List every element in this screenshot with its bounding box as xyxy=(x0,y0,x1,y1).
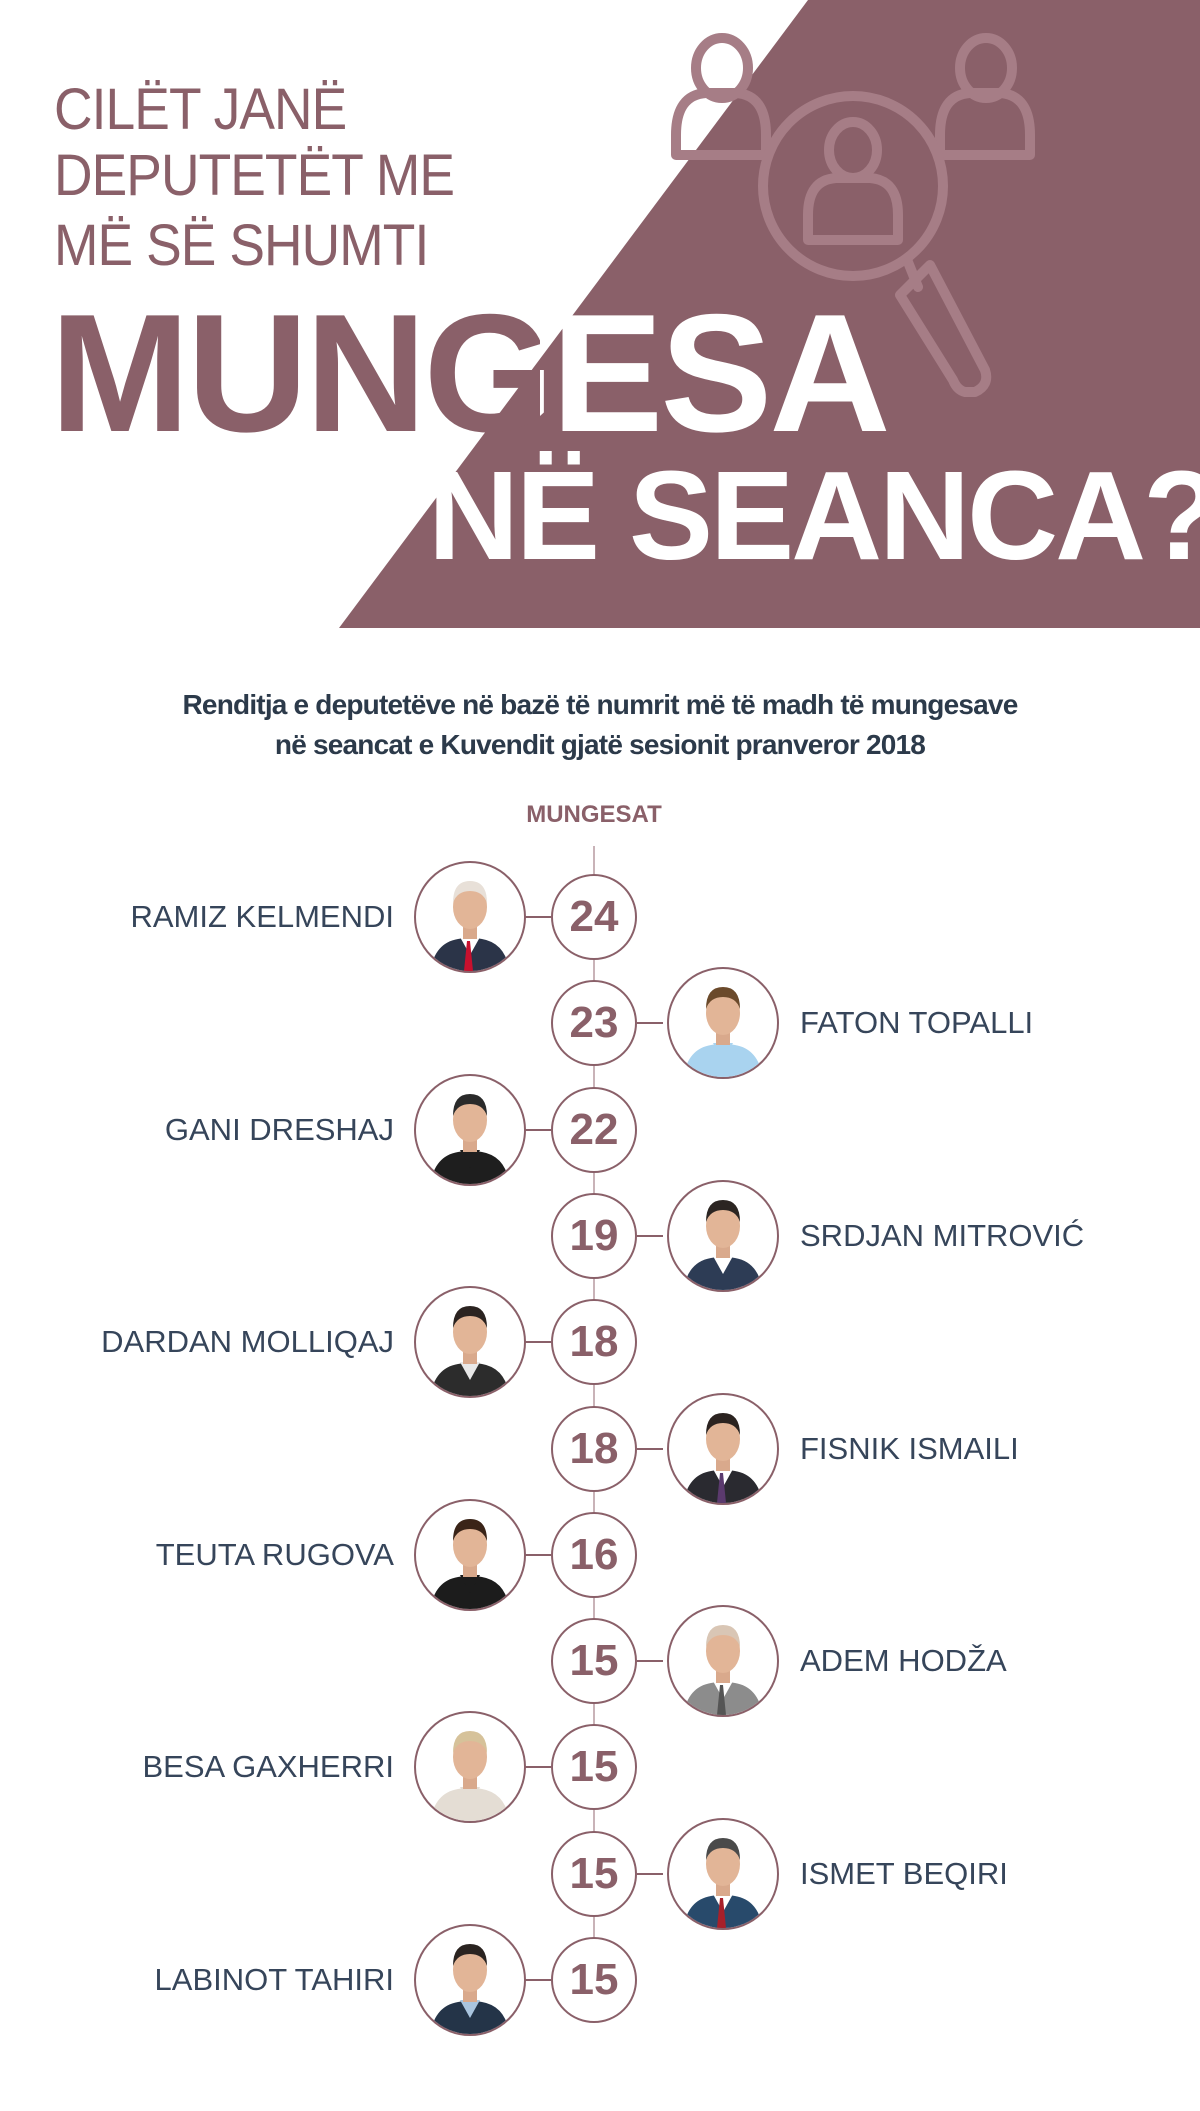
deputy-name: FATON TOPALLI xyxy=(800,1005,1034,1041)
absence-count: 15 xyxy=(551,1937,637,2023)
portrait-icon xyxy=(683,1625,763,1716)
connector-line xyxy=(525,1766,551,1769)
title-line-1: CILËT JANË xyxy=(54,77,347,142)
subtitle-line-2: në seancat e Kuvendit gjatë sesionit pra… xyxy=(274,729,926,760)
avatar xyxy=(667,1179,779,1292)
headline-mungesa: MUNGESA xyxy=(50,289,891,457)
column-header: MUNGESAT xyxy=(526,801,662,828)
connector-line xyxy=(637,1872,663,1875)
avatar xyxy=(414,1924,526,2036)
avatar xyxy=(414,1498,526,1611)
deputy-name: DARDAN MOLLIQAJ xyxy=(101,1324,394,1360)
avatar xyxy=(667,1817,779,1930)
deputy-name: BESA GAXHERRI xyxy=(142,1749,394,1785)
absence-count: 19 xyxy=(551,1192,637,1279)
absence-count: 15 xyxy=(551,1724,637,1811)
absence-count: 15 xyxy=(551,1830,637,1917)
connector-line xyxy=(525,1128,551,1131)
title-line-3: MË SË SHUMTI xyxy=(54,213,429,278)
connector-line xyxy=(637,1447,663,1450)
absence-count: 18 xyxy=(551,1299,637,1386)
absence-count: 16 xyxy=(551,1511,637,1598)
title-line-2: DEPUTETËT ME xyxy=(54,143,455,208)
deputy-name: LABINOT TAHIRI xyxy=(154,1962,394,1997)
deputy-name: SRDJAN MITROVIĆ xyxy=(800,1217,1085,1253)
deputy-name: ISMET BEQIRI xyxy=(800,1855,1008,1891)
people-magnifier-icon xyxy=(671,33,1035,397)
header-banner xyxy=(339,0,1200,628)
avatar xyxy=(414,1711,526,1824)
connector-line xyxy=(637,1660,663,1663)
portrait-icon xyxy=(430,1944,510,2034)
avatar xyxy=(667,1605,779,1718)
connector-line xyxy=(525,1341,551,1344)
portrait-icon xyxy=(430,1518,510,1609)
avatar xyxy=(414,1286,526,1399)
connector-line xyxy=(525,916,551,918)
connector-line xyxy=(637,1022,663,1025)
absence-count: 22 xyxy=(551,1086,637,1173)
subtitle-line-1: Renditja e deputetëve në bazë të numrit … xyxy=(182,689,1019,720)
connector-line xyxy=(637,1234,663,1237)
avatar xyxy=(414,861,526,973)
portrait-icon xyxy=(683,1837,763,1928)
avatar xyxy=(667,1392,779,1505)
portrait-icon xyxy=(683,987,763,1078)
portrait-icon xyxy=(430,1731,510,1822)
portrait-icon xyxy=(683,1412,763,1503)
deputy-name: ADEM HODŽA xyxy=(800,1643,1007,1679)
absence-count: 24 xyxy=(551,874,637,960)
headline-ne-seanca: NË SEANCA? xyxy=(428,445,1200,586)
deputy-name: FISNIK ISMAILI xyxy=(800,1430,1019,1466)
deputy-name: RAMIZ KELMENDI xyxy=(130,899,394,934)
headline-mungesa-text: MUNGESA xyxy=(50,279,891,467)
portrait-icon xyxy=(430,1093,510,1184)
deputy-name: TEUTA RUGOVA xyxy=(155,1536,394,1572)
absence-count: 15 xyxy=(551,1618,637,1705)
absence-count: 18 xyxy=(551,1405,637,1492)
absence-count: 23 xyxy=(551,980,637,1067)
portrait-icon xyxy=(683,1199,763,1290)
avatar xyxy=(414,1073,526,1186)
deputy-name: GANI DRESHAJ xyxy=(164,1111,394,1147)
portrait-icon xyxy=(430,881,510,971)
avatar xyxy=(667,967,779,1080)
portrait-icon xyxy=(430,1306,510,1397)
subtitle: Renditja e deputetëve në bazë të numrit … xyxy=(0,685,1200,765)
connector-line xyxy=(525,1979,551,1981)
connector-line xyxy=(525,1553,551,1556)
